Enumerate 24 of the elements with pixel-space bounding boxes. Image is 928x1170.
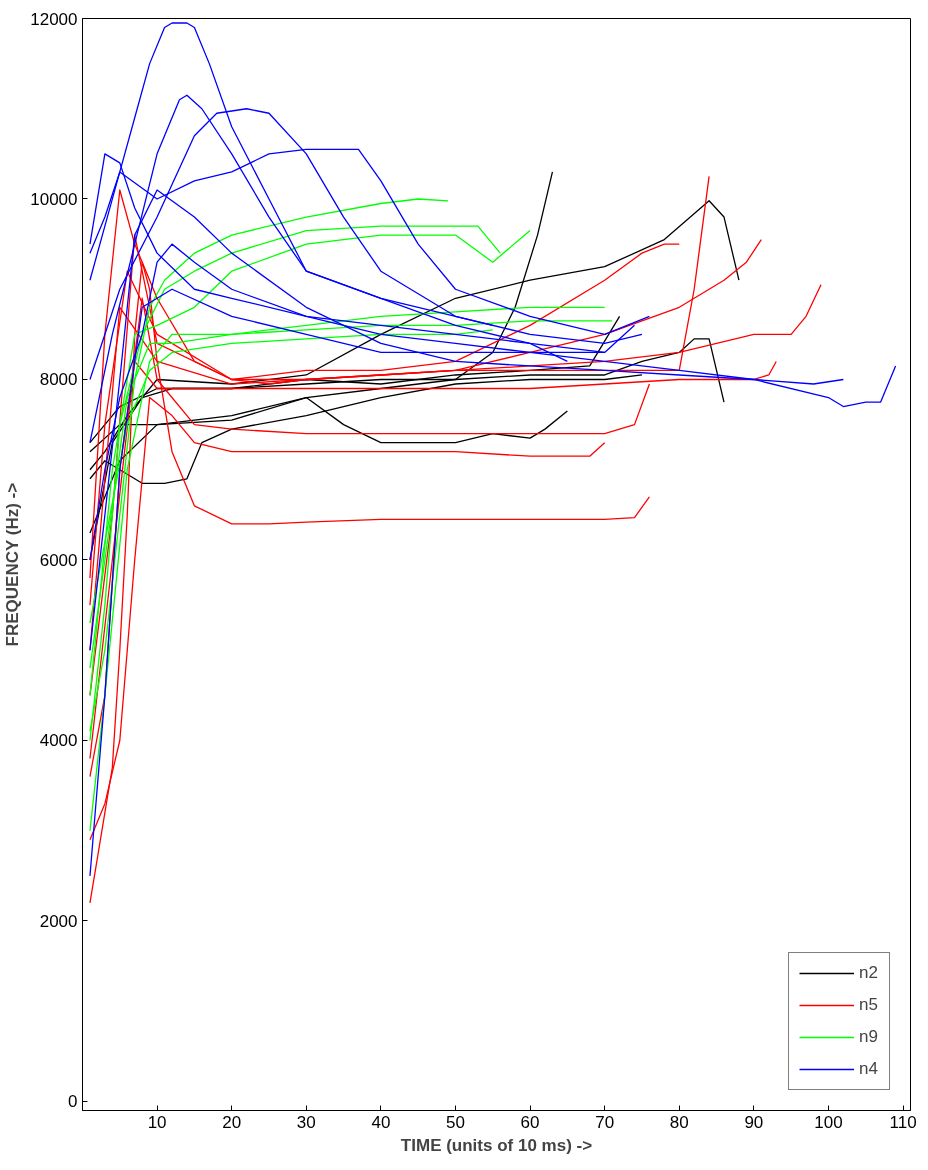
x-tick-label: 100 [814, 1112, 843, 1132]
x-tick-label: 10 [147, 1112, 167, 1132]
x-tick-label: 20 [222, 1112, 242, 1132]
legend-label: n9 [859, 1027, 879, 1047]
y-tick-label: 4000 [39, 731, 78, 751]
x-tick-label: 40 [371, 1112, 391, 1132]
x-axis-title: TIME (units of 10 ms) -> [400, 1135, 593, 1155]
x-tick-label: 50 [446, 1112, 465, 1132]
y-tick-label: 12000 [30, 9, 78, 29]
legend-label: n4 [859, 1059, 879, 1079]
y-axis-title: FREQUENCY (Hz) -> [3, 482, 23, 647]
y-tick-label: 6000 [39, 550, 78, 570]
x-tick-label: 90 [744, 1112, 764, 1132]
x-tick-label: 70 [595, 1112, 615, 1132]
legend-label: n2 [859, 963, 879, 983]
y-tick-label: 10000 [30, 190, 78, 209]
y-tick-label: 0 [68, 1092, 78, 1112]
x-tick-label: 80 [669, 1112, 689, 1132]
y-tick-label: 2000 [39, 911, 78, 931]
y-tick-label: 8000 [39, 370, 78, 390]
x-tick-label: 110 [889, 1112, 917, 1132]
legend-label: n5 [859, 995, 879, 1015]
x-tick-label: 30 [296, 1112, 316, 1132]
x-tick-label: 60 [520, 1112, 540, 1132]
